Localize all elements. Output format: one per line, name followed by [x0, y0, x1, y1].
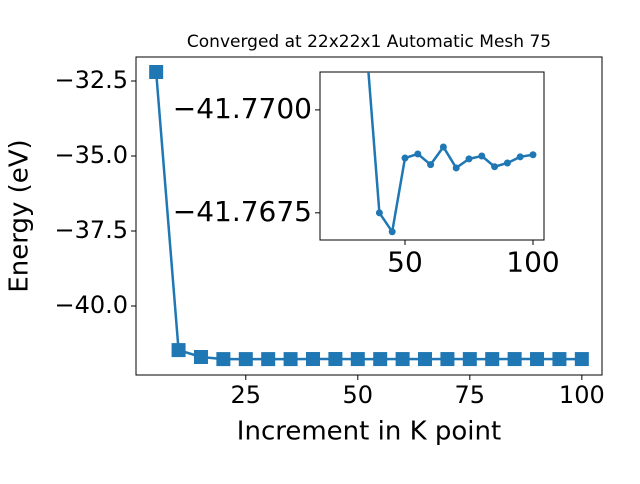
x-axis-label: Increment in K point — [237, 417, 501, 447]
y-tick-label: −37.5 — [54, 216, 128, 244]
marker — [171, 343, 186, 358]
marker — [388, 228, 396, 236]
marker — [478, 152, 486, 160]
marker — [305, 352, 320, 367]
marker — [529, 151, 537, 159]
marker — [427, 161, 435, 169]
marker — [465, 155, 473, 163]
marker — [375, 209, 383, 217]
marker — [373, 352, 388, 367]
marker — [193, 350, 208, 364]
marker — [462, 352, 477, 367]
marker — [395, 352, 410, 367]
marker — [530, 352, 545, 367]
y-axis-label: Energy (eV) — [5, 139, 35, 292]
y-tick-label: −41.7700 — [173, 92, 312, 125]
marker — [552, 352, 567, 367]
x-tick-label: 25 — [231, 381, 262, 409]
marker — [149, 65, 164, 79]
marker — [401, 154, 409, 162]
x-tick-label: 50 — [343, 381, 374, 409]
x-tick-label: 75 — [455, 381, 486, 409]
marker — [440, 352, 455, 367]
marker — [503, 159, 511, 167]
marker — [261, 352, 276, 367]
marker — [328, 352, 343, 367]
chart-title: Converged at 22x22x1 Automatic Mesh 75 — [187, 32, 551, 52]
marker — [439, 143, 447, 151]
marker — [452, 164, 460, 172]
marker — [283, 352, 298, 367]
marker — [216, 352, 231, 367]
marker — [418, 352, 433, 367]
x-tick-label: 50 — [387, 245, 423, 278]
plot-area — [319, 71, 545, 241]
marker — [414, 150, 422, 158]
marker — [516, 153, 524, 161]
marker — [350, 352, 365, 367]
x-tick-label: 100 — [559, 381, 605, 409]
marker — [491, 163, 499, 171]
marker — [507, 352, 522, 367]
marker — [485, 352, 500, 367]
x-tick-label: 100 — [506, 245, 559, 278]
y-tick-label: −40.0 — [54, 291, 128, 319]
marker — [238, 352, 253, 367]
y-tick-label: −41.7675 — [173, 195, 312, 228]
y-tick-label: −32.5 — [54, 66, 128, 94]
y-tick-label: −35.0 — [54, 141, 128, 169]
marker — [574, 352, 589, 367]
